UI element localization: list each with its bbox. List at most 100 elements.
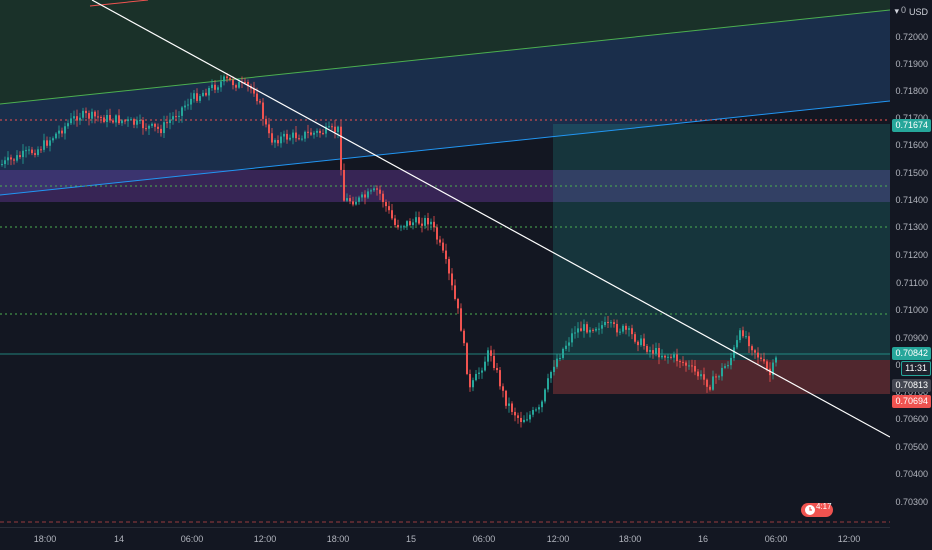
candle-body	[580, 328, 582, 331]
price-tag-last: 0.70842	[892, 347, 931, 360]
candle-body	[310, 132, 312, 135]
candle-body	[364, 194, 366, 198]
candle-body	[157, 126, 159, 129]
channel-top-line[interactable]	[0, 9, 891, 105]
candle-body	[85, 110, 87, 114]
time-axis[interactable]: 18:00 14 06:00 12:00 18:00 15 06:00 12:00 18:00 1…	[0, 527, 890, 550]
candle-body	[37, 149, 39, 155]
candle-body	[568, 342, 570, 346]
candle-body	[253, 88, 255, 94]
price-tick-label: 0.71200	[895, 250, 928, 260]
candle-body	[757, 352, 759, 358]
candle-body	[370, 190, 372, 192]
candle-body	[97, 116, 99, 118]
pitchfork-top-line[interactable]	[89, 0, 149, 7]
candle-body	[211, 84, 213, 89]
candle-body	[616, 323, 618, 333]
candle-body	[391, 210, 393, 219]
candle-body	[673, 354, 675, 358]
candle-body	[46, 140, 48, 146]
candle-body	[406, 221, 408, 227]
time-tick-label: 14	[113, 534, 125, 544]
candle-body	[298, 138, 300, 140]
candle-body	[706, 379, 708, 387]
time-tick-label: 12:00	[253, 534, 277, 544]
candle-body	[445, 250, 447, 260]
price-tick-label: 0	[900, 5, 906, 15]
price-tick-label: 0.71000	[895, 305, 928, 315]
candle-body	[325, 126, 327, 134]
candle-body	[541, 401, 543, 408]
candle-body	[19, 155, 21, 158]
candle-body	[94, 111, 96, 117]
candle-body	[526, 419, 528, 421]
candle-body	[34, 153, 36, 155]
candle-body	[52, 138, 54, 141]
candle-body	[259, 101, 261, 103]
candle-body	[508, 403, 510, 406]
candle-body	[601, 325, 603, 329]
channel-bottom-line[interactable]	[0, 100, 891, 196]
candle-body	[475, 373, 477, 381]
candle-body	[649, 350, 651, 352]
candle-body	[460, 308, 462, 331]
candle-body	[583, 324, 585, 331]
currency-label[interactable]: USD	[908, 7, 928, 17]
candle-body	[121, 120, 123, 124]
candle-body	[163, 122, 165, 134]
candle-body	[142, 120, 144, 129]
price-axis[interactable]: ▾ USD	[890, 0, 932, 528]
candle-body	[619, 331, 621, 333]
time-tick-label: 16	[697, 534, 709, 544]
alert-badge[interactable]: 4:17	[800, 500, 834, 520]
candle-body	[136, 120, 138, 125]
candle-body	[193, 93, 195, 99]
candle-body	[268, 124, 270, 134]
candle-body	[304, 131, 306, 139]
trend-line[interactable]	[91, 0, 891, 438]
candle-body	[595, 328, 597, 331]
candle-body	[592, 329, 594, 331]
candle-body	[679, 361, 681, 363]
price-tick-label: 0.71500	[895, 168, 928, 178]
clock-badge-icon	[801, 503, 833, 517]
candle-body	[295, 132, 297, 139]
candle-body	[280, 136, 282, 144]
candle-body	[655, 347, 657, 354]
candle-body	[112, 120, 114, 123]
candle-body	[70, 118, 72, 124]
candle-body	[493, 355, 495, 369]
candle-body	[229, 78, 231, 80]
candle-body	[733, 347, 735, 358]
candle-body	[742, 330, 744, 337]
price-tick-label: 0.70300	[895, 497, 928, 507]
time-tick-label: 06:00	[764, 534, 788, 544]
candle-body	[628, 328, 630, 330]
candlestick-series	[1, 73, 777, 428]
countdown-tag: 11:31	[901, 361, 931, 376]
candle-body	[721, 367, 723, 377]
candle-body	[517, 415, 519, 418]
candle-body	[550, 372, 552, 379]
candle-body	[379, 189, 381, 194]
candle-body	[610, 322, 612, 324]
currency-caret-icon[interactable]: ▾	[894, 6, 899, 16]
price-tick-label: 0.71100	[896, 278, 928, 288]
candle-body	[418, 217, 420, 224]
candle-body	[7, 157, 9, 161]
candle-body	[247, 81, 249, 87]
candle-body	[751, 346, 753, 351]
candle-body	[319, 130, 321, 134]
candle-body	[703, 374, 705, 380]
candle-body	[16, 155, 18, 161]
candle-body	[133, 119, 135, 125]
candle-body	[181, 107, 183, 116]
candle-body	[91, 111, 93, 119]
candle-body	[739, 330, 741, 341]
candle-body	[709, 386, 711, 390]
candle-body	[199, 96, 201, 101]
candle-body	[367, 191, 369, 198]
candle-body	[178, 115, 180, 117]
candle-body	[454, 285, 456, 299]
